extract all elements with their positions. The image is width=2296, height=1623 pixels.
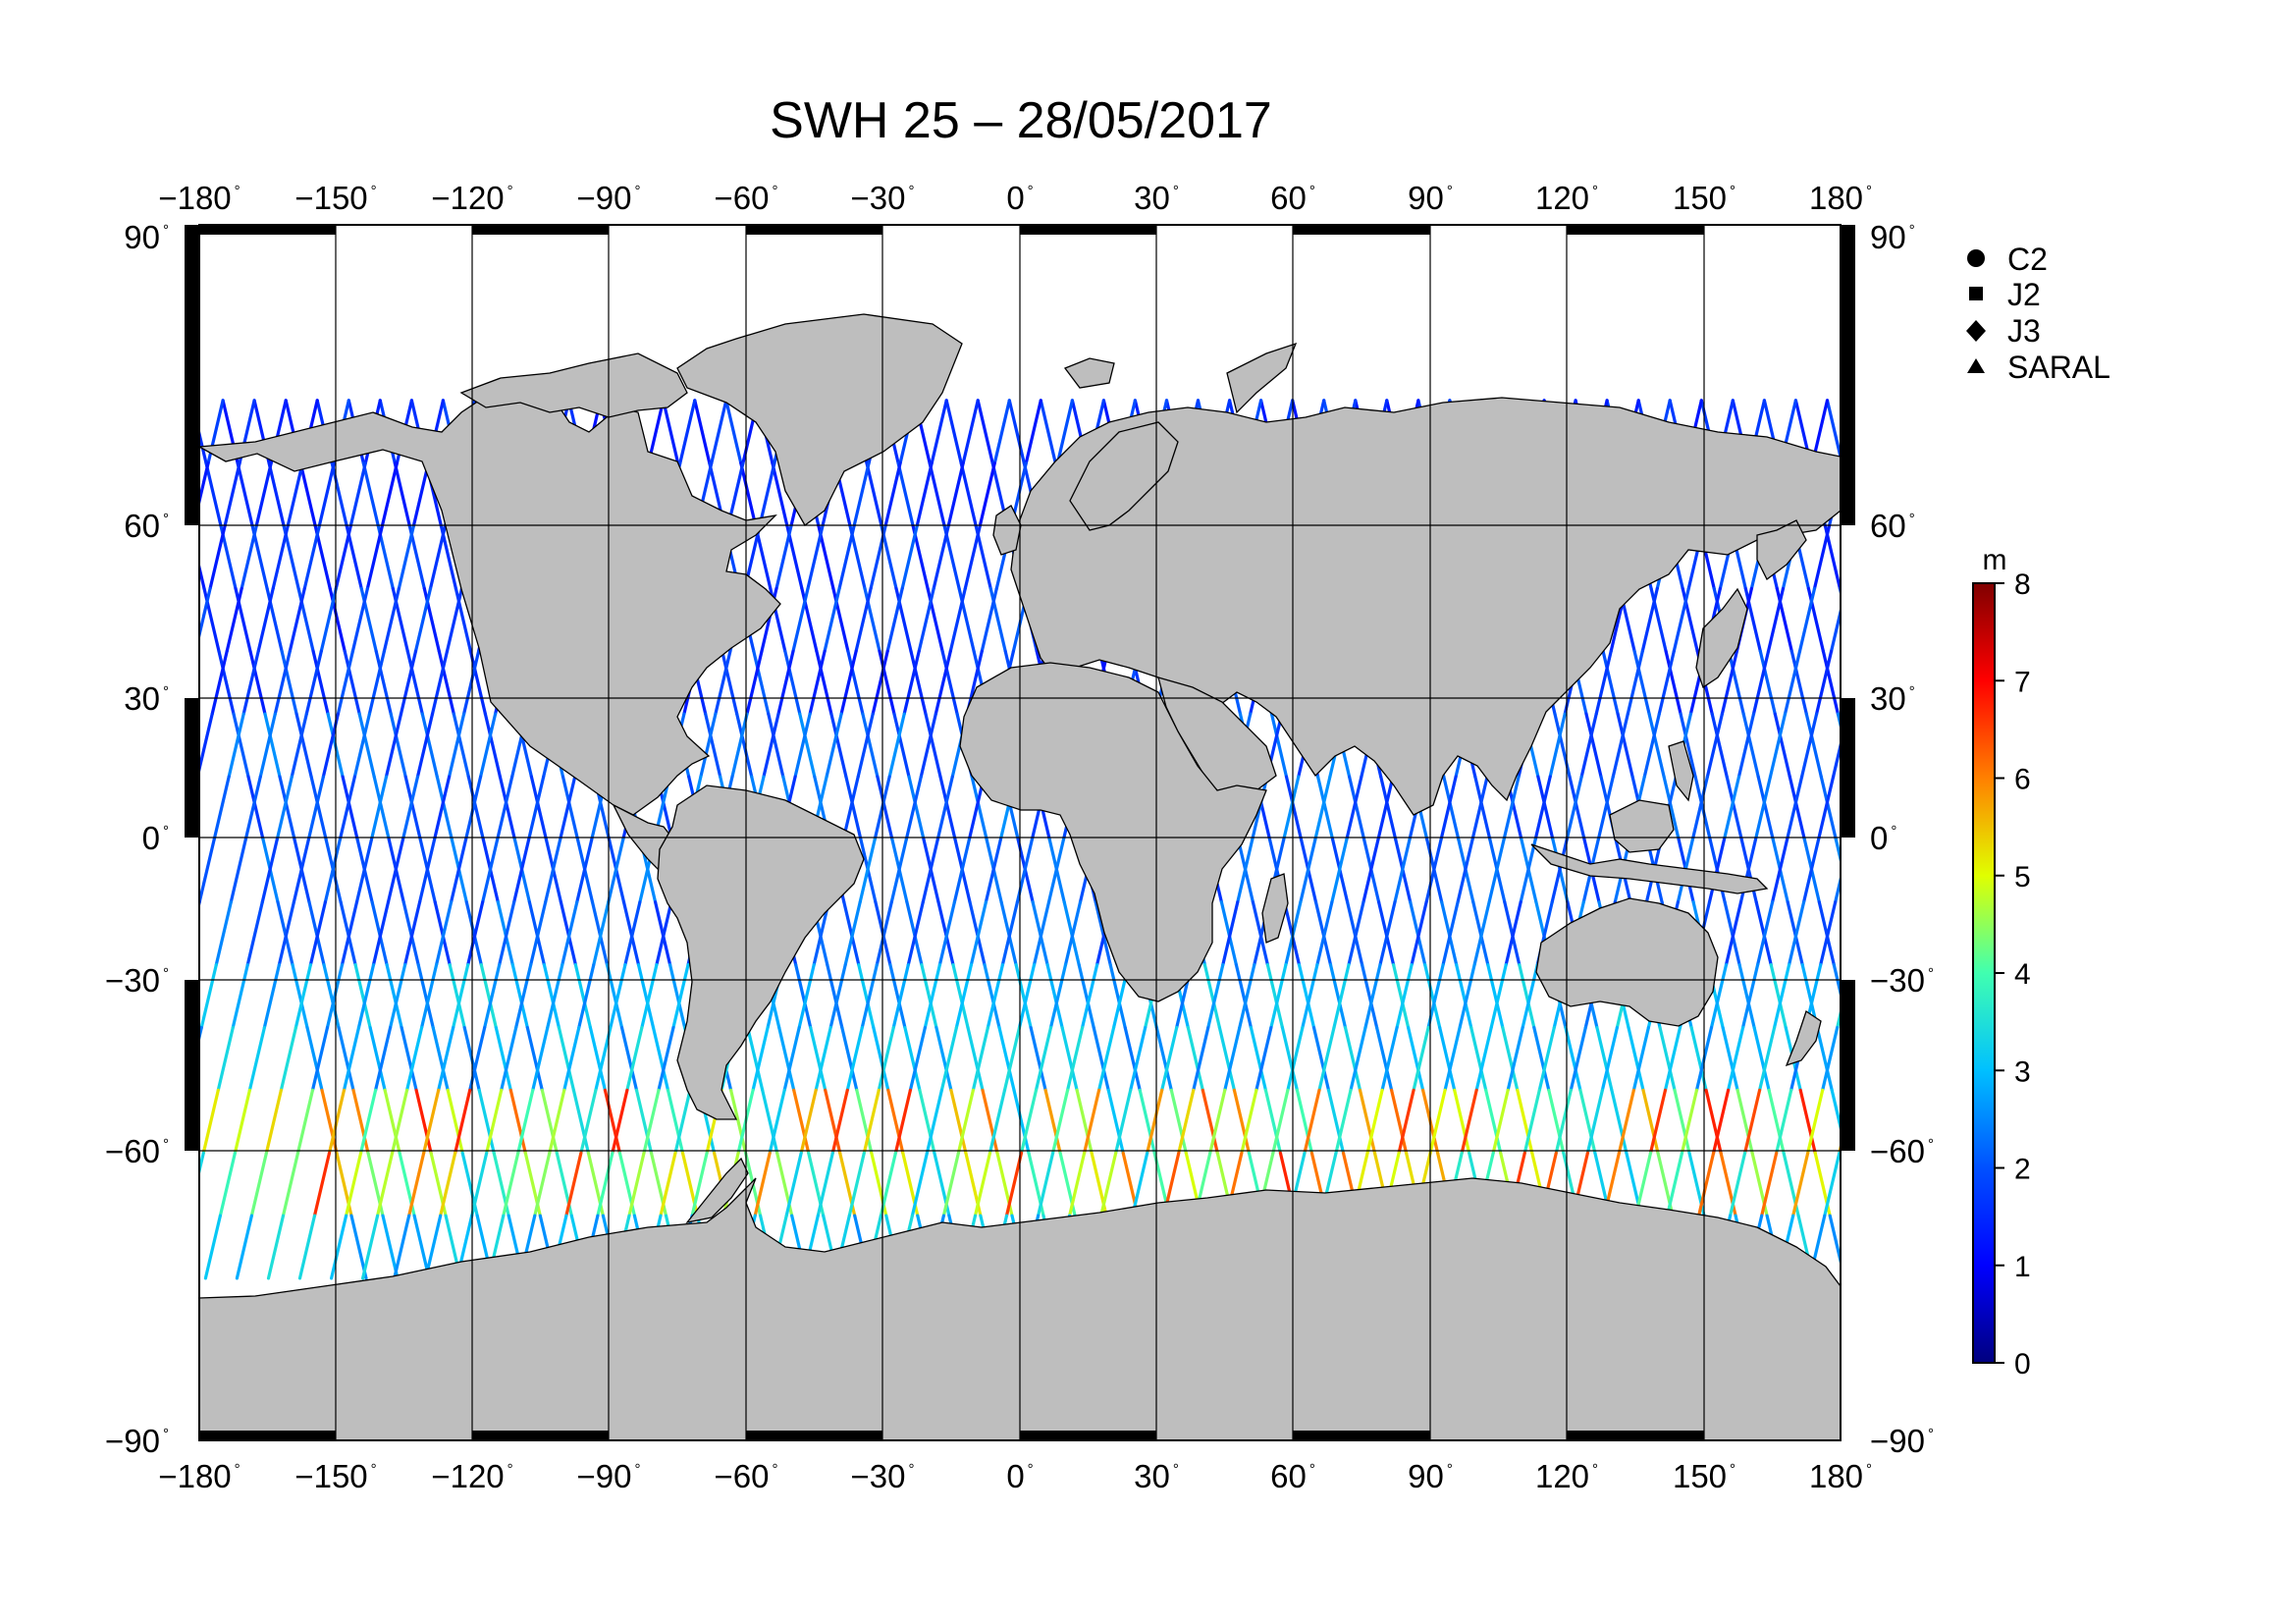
triangle-icon	[1967, 358, 1985, 373]
legend-label-c2: C2	[2007, 242, 2048, 277]
tick-label: −120 °	[431, 1458, 512, 1494]
tick-label: 0 °	[1870, 820, 1896, 856]
lon-ticks-bottom: −180 ° −150 ° −120 ° −90 ° −60 ° −30 ° 0 ° 30 ° …	[158, 1458, 1872, 1494]
tick-label: −90 °	[577, 1458, 641, 1494]
tick-label: 0 °	[1006, 1458, 1033, 1494]
tick-label: −180 °	[158, 1458, 240, 1494]
colorbar-tick-label: 7	[2014, 666, 2031, 698]
legend-label-j2: J2	[2007, 277, 2041, 312]
land-new-zealand	[1785, 1009, 1822, 1067]
colorbar-ticks: 0 1 2 3 4 5 6 7 8	[1995, 568, 2031, 1380]
land-kamchatka	[1756, 519, 1807, 580]
tick-label: −180 °	[158, 180, 240, 216]
tick-label: 60 °	[1870, 508, 1915, 544]
satellite-legend: C2 J2 J3 SARAL	[1966, 242, 2110, 385]
tick-label: 120 °	[1535, 180, 1598, 216]
colorbar-tick-label: 1	[2014, 1251, 2031, 1283]
tick-label: −30 °	[105, 962, 169, 999]
circle-icon	[1967, 249, 1985, 267]
tick-label: −90 °	[577, 180, 641, 216]
square-icon	[1969, 287, 1983, 300]
map-title: SWH 25 – 28/05/2017	[770, 92, 1272, 149]
tick-label: 30 °	[1870, 680, 1915, 717]
tick-label: −150 °	[294, 1458, 376, 1494]
land-africa	[959, 662, 1267, 1002]
land-indonesia	[1530, 843, 1769, 894]
lat-ticks-right: 90 ° 60 ° 30 ° 0 ° −30 ° −60 ° −90 °	[1870, 219, 1934, 1459]
colorbar-unit: m	[1983, 544, 2007, 576]
land-japan	[1695, 587, 1748, 689]
tick-label: 120 °	[1535, 1458, 1598, 1494]
tick-label: 90 °	[1870, 219, 1915, 255]
tick-label: 30 °	[1134, 180, 1179, 216]
lat-ticks-left: 90 ° 60 ° 30 ° 0 ° −30 ° −60 ° −90 °	[105, 219, 169, 1459]
tick-label: 90 °	[1408, 1458, 1453, 1494]
tick-label: −120 °	[431, 180, 512, 216]
tick-label: −60 °	[105, 1133, 169, 1169]
land-arctic-archipelago	[459, 352, 688, 418]
tick-label: −150 °	[294, 180, 376, 216]
tick-label: 180 °	[1809, 1458, 1872, 1494]
legend-label-j3: J3	[2007, 313, 2041, 349]
map-frame	[185, 224, 1855, 1441]
colorbar-tick-label: 6	[2014, 764, 2031, 796]
land-british-isles	[992, 505, 1022, 556]
land-scandinavia	[1069, 421, 1179, 531]
tick-label: −60 °	[715, 1458, 778, 1494]
land-novaya-zemlya	[1226, 342, 1298, 414]
tick-label: −60 °	[1870, 1133, 1934, 1169]
colorbar-tick-label: 0	[2014, 1348, 2031, 1380]
land-philippines	[1668, 740, 1694, 802]
land-south-america	[657, 784, 865, 1120]
graticule	[199, 225, 1841, 1440]
tick-label: 60 °	[1270, 180, 1315, 216]
tick-label: −60 °	[715, 180, 778, 216]
tick-label: −30 °	[1870, 962, 1934, 999]
land-madagascar	[1261, 873, 1289, 944]
land-antarctic-peninsula	[685, 1157, 749, 1223]
diamond-icon	[1966, 320, 1986, 342]
tick-label: 150 °	[1673, 180, 1735, 216]
tick-label: 150 °	[1673, 1458, 1735, 1494]
tick-label: 0 °	[1006, 180, 1033, 216]
colorbar-tick-label: 3	[2014, 1055, 2031, 1088]
colorbar-tick-label: 5	[2014, 861, 2031, 893]
tick-label: −30 °	[851, 1458, 915, 1494]
tick-label: 90 °	[124, 219, 169, 255]
tick-label: 90 °	[1408, 180, 1453, 216]
colorbar-gradient	[1972, 582, 1996, 1364]
tick-label: −90 °	[1870, 1423, 1934, 1459]
lon-ticks-top: −180 ° −150 ° −120 ° −90 ° −60 ° −30 ° 0 ° 30 ° …	[158, 180, 1872, 216]
land-greenland	[676, 313, 963, 526]
colorbar-tick-label: 4	[2014, 958, 2031, 991]
tick-label: 60 °	[124, 508, 169, 544]
land-svalbard	[1063, 357, 1115, 389]
legend-label-saral: SARAL	[2007, 350, 2110, 385]
colorbar: m 0 1 2 3 4 5 6 7 8	[1972, 544, 2031, 1380]
tick-label: 30 °	[124, 680, 169, 717]
colorbar-tick-label: 8	[2014, 568, 2031, 601]
land-borneo	[1609, 799, 1675, 853]
tick-label: −90 °	[105, 1423, 169, 1459]
map-area: −180 ° −150 ° −120 ° −90 ° −60 ° −30 ° 0 ° 30 ° …	[105, 180, 1934, 1494]
tick-label: 30 °	[1134, 1458, 1179, 1494]
tick-label: 180 °	[1809, 180, 1872, 216]
tick-label: 0 °	[142, 820, 169, 856]
tick-label: 60 °	[1270, 1458, 1315, 1494]
tick-label: −30 °	[851, 180, 915, 216]
colorbar-tick-label: 2	[2014, 1154, 2031, 1186]
